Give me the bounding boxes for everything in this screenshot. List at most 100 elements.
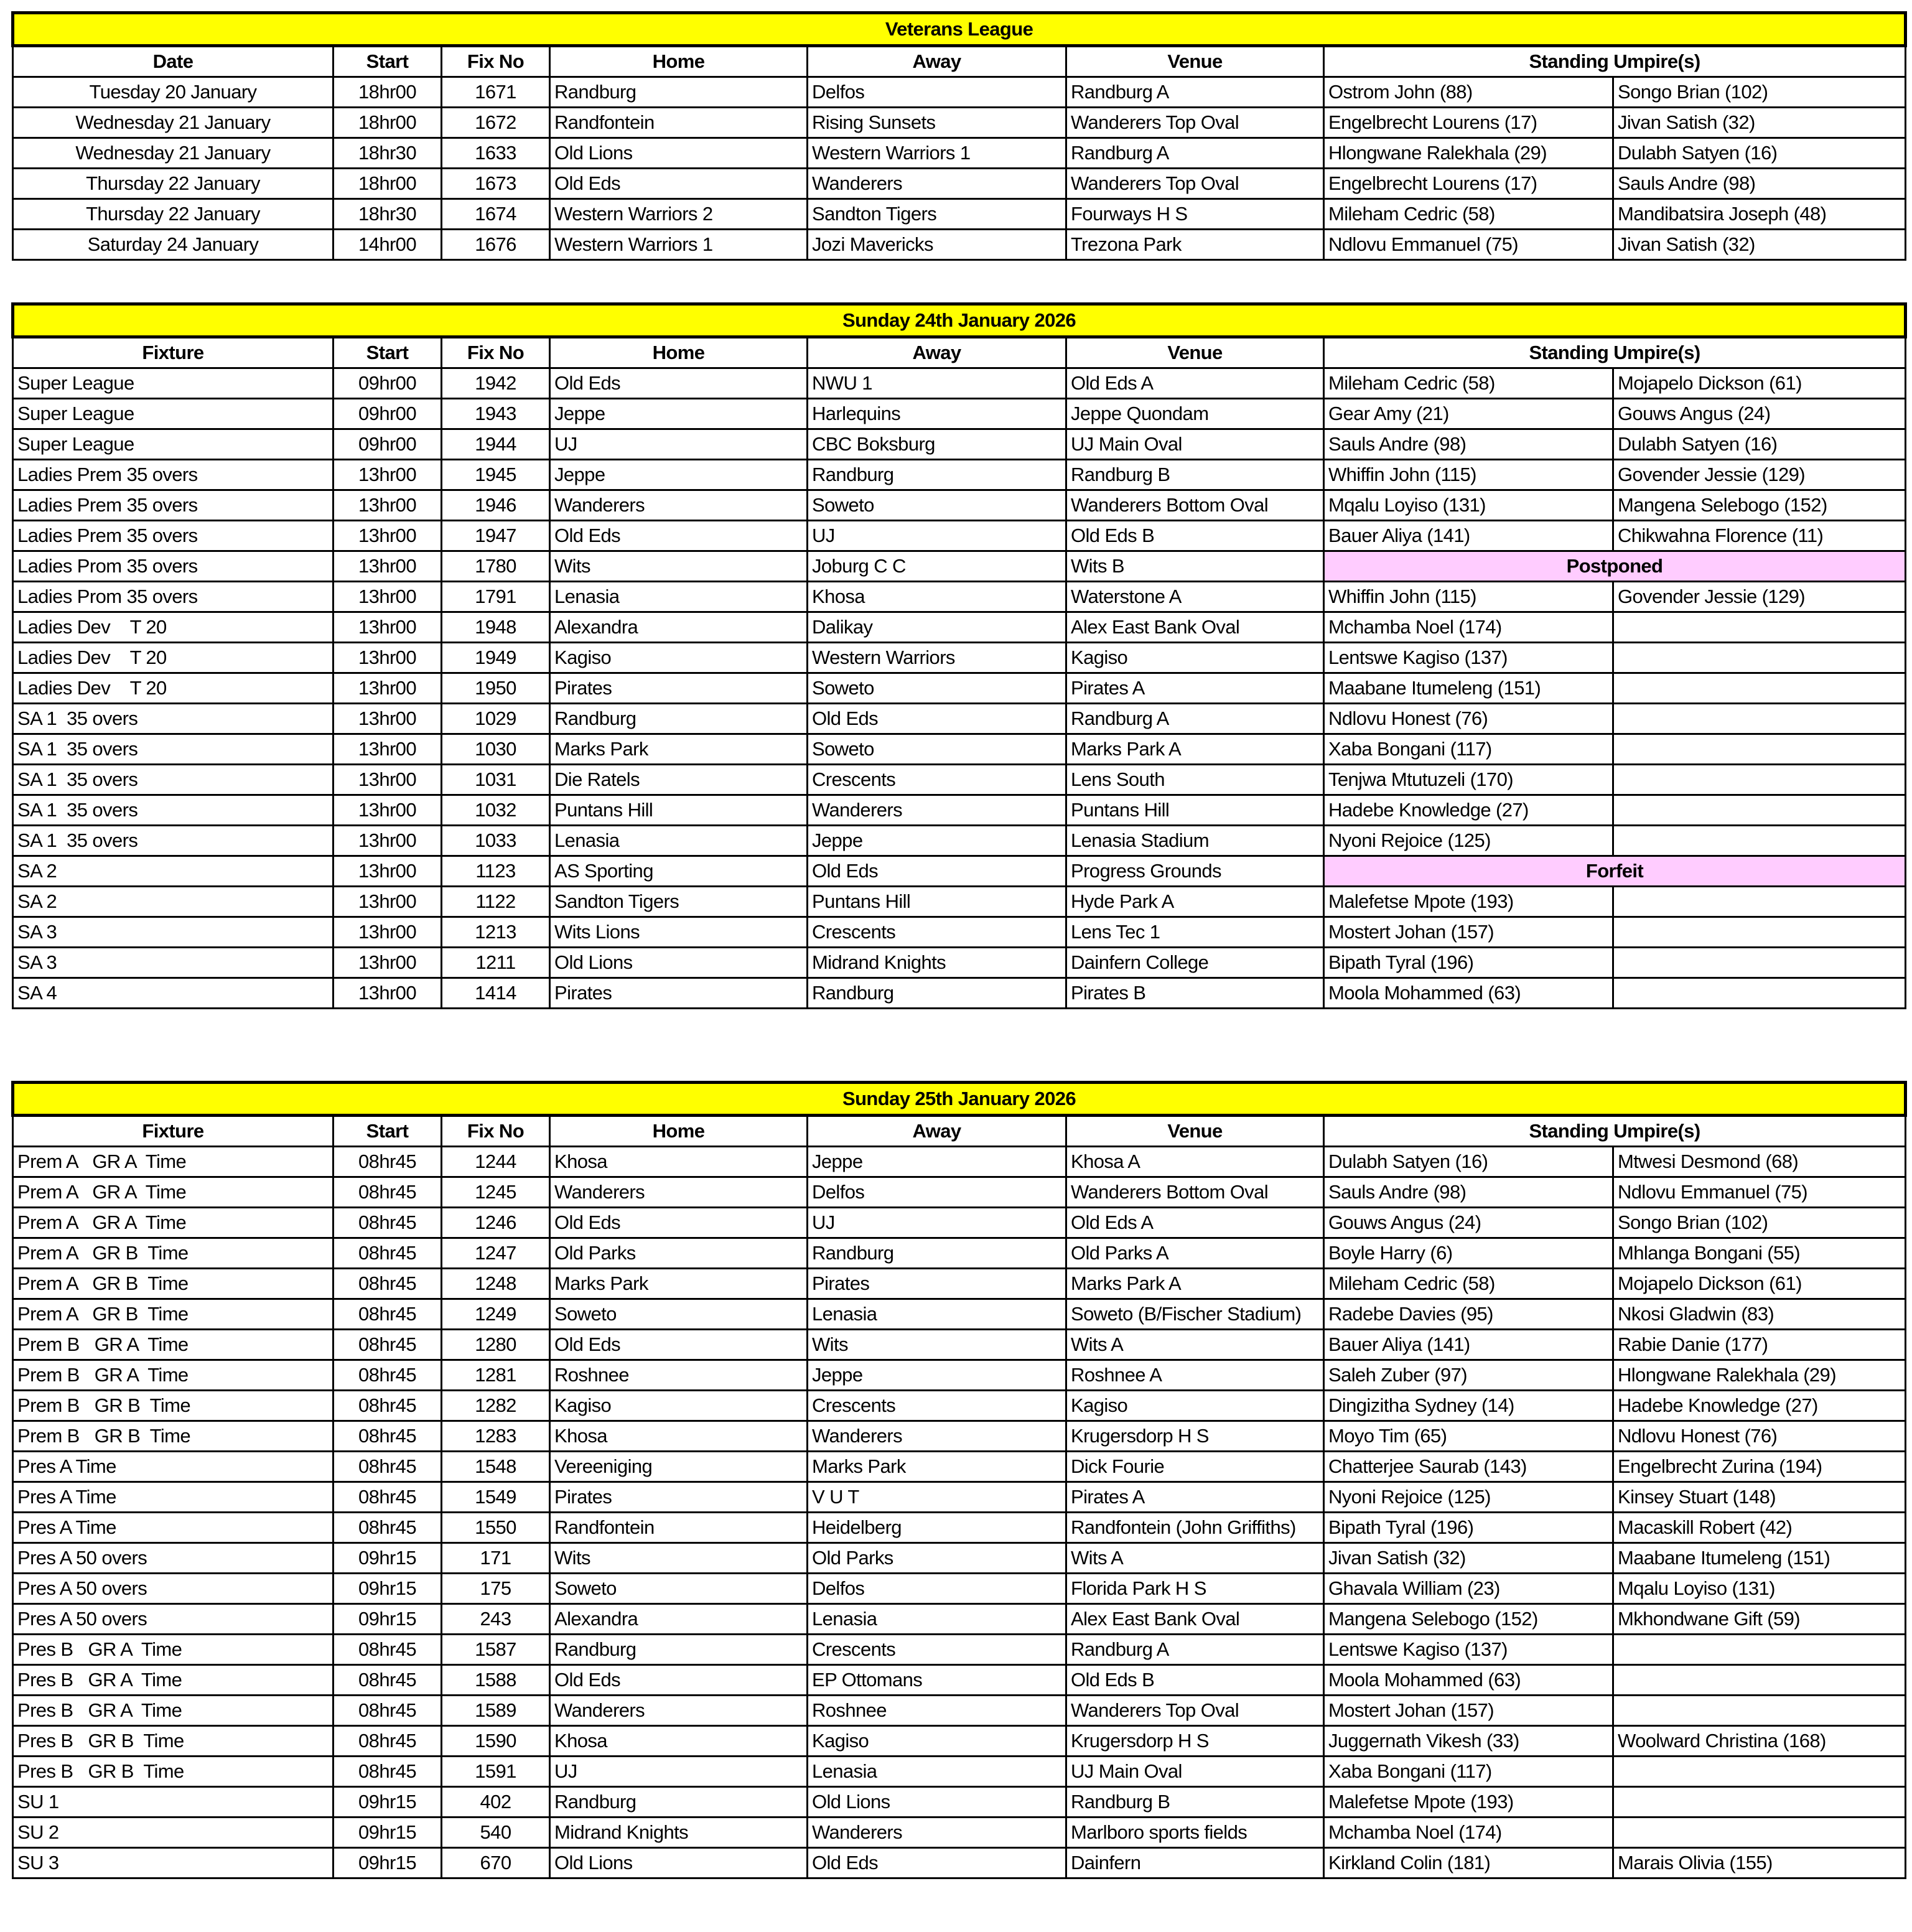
start-cell: 09hr15 — [332, 1786, 442, 1818]
venue-cell: Lens Tec 1 — [1065, 916, 1325, 948]
fix-no-cell: 1281 — [441, 1359, 551, 1391]
venue-cell: Trezona Park — [1065, 228, 1325, 261]
table-row: Ladies Prom 35 overs 13hr00 1791 Lenasia Kho… — [12, 581, 1907, 613]
table-row: Prem A GR A Time 08hr45 1244 Khosa Jeppe Khos… — [12, 1146, 1907, 1178]
umpire-2-cell — [1611, 916, 1907, 948]
umpire-1-cell: Bauer Aliya (141) — [1323, 1328, 1614, 1361]
fixture-cell: Pres B GR A Time — [12, 1694, 334, 1727]
umpire-2-cell: Mqalu Loyiso (131) — [1611, 1572, 1907, 1605]
table-row: SA 1 35 overs 13hr00 1030 Marks Park Soweto M… — [12, 733, 1907, 765]
away-cell: V U T — [806, 1481, 1067, 1513]
away-cell: Crescents — [806, 763, 1067, 796]
umpire-2-cell — [1611, 733, 1907, 765]
fixture-cell: Pres A Time — [12, 1450, 334, 1483]
home-cell: Khosa — [549, 1725, 808, 1757]
table-row: SA 3 13hr00 1211 Old Lions Midrand Knights Da… — [12, 946, 1907, 979]
fixture-cell: Saturday 24 January — [12, 228, 334, 261]
umpire-1-cell: Ndlovu Emmanuel (75) — [1323, 228, 1614, 261]
start-cell: 13hr00 — [332, 520, 442, 552]
fix-no-cell: 1283 — [441, 1420, 551, 1452]
umpire-1-cell: Malefetse Mpote (193) — [1323, 885, 1614, 918]
fix-no-cell: 1033 — [441, 824, 551, 857]
away-cell: Wits — [806, 1328, 1067, 1361]
venue-cell: Roshnee A — [1065, 1359, 1325, 1391]
table-row: SA 2 13hr00 1123 AS Sporting Old Eds Progress… — [12, 855, 1907, 887]
header-row: Fixture Start Fix No Home Away Venue Standing … — [12, 336, 1907, 369]
umpire-2-cell: Mojapelo Dickson (61) — [1611, 1267, 1907, 1300]
table-row: Super League 09hr00 1942 Old Eds NWU 1 Old Ed… — [12, 367, 1907, 399]
fixture-cell: Super League — [12, 428, 334, 460]
table-row: Prem A GR B Time 08hr45 1247 Old Parks Randb… — [12, 1237, 1907, 1269]
away-cell: Delfos — [806, 1572, 1067, 1605]
umpire-2-cell: Mtwesi Desmond (68) — [1611, 1146, 1907, 1178]
fixture-cell: Prem B GR A Time — [12, 1359, 334, 1391]
venue-cell: Old Parks A — [1065, 1237, 1325, 1269]
away-cell: Joburg C C — [806, 550, 1067, 582]
umpire-2-cell: Ndlovu Emmanuel (75) — [1611, 1176, 1907, 1208]
fix-no-cell: 1029 — [441, 702, 551, 735]
table-row: Super League 09hr00 1943 Jeppe Harlequins Jep… — [12, 398, 1907, 430]
home-cell: Kagiso — [549, 642, 808, 674]
fixture-cell: Pres B GR B Time — [12, 1725, 334, 1757]
umpire-1-cell: Moyo Tim (65) — [1323, 1420, 1614, 1452]
start-cell: 13hr00 — [332, 885, 442, 918]
fixture-cell: SA 2 — [12, 885, 334, 918]
table-row: SU 2 09hr15 540 Midrand Knights Wanderers Mar… — [12, 1816, 1907, 1849]
column-header: Start — [332, 45, 442, 78]
away-cell: EP Ottomans — [806, 1664, 1067, 1696]
away-cell: Old Eds — [806, 855, 1067, 887]
venue-cell: UJ Main Oval — [1065, 428, 1325, 460]
fix-no-cell: 1947 — [441, 520, 551, 552]
venue-cell: Wanderers Top Oval — [1065, 106, 1325, 139]
umpire-2-cell — [1611, 824, 1907, 857]
venue-cell: Alex East Bank Oval — [1065, 1603, 1325, 1635]
fixture-cell: SA 4 — [12, 977, 334, 1009]
home-cell: Sandton Tigers — [549, 885, 808, 918]
start-cell: 08hr45 — [332, 1481, 442, 1513]
away-cell: Puntans Hill — [806, 885, 1067, 918]
home-cell: Old Lions — [549, 137, 808, 169]
venue-cell: Fourways H S — [1065, 198, 1325, 230]
umpire-2-cell: Woolward Christina (168) — [1611, 1725, 1907, 1757]
umpire-2-cell: Macaskill Robert (42) — [1611, 1511, 1907, 1544]
home-cell: Randfontein — [549, 106, 808, 139]
table-row: Prem B GR A Time 08hr45 1280 Old Eds Wits Wit… — [12, 1328, 1907, 1361]
fixture-cell: SA 3 — [12, 916, 334, 948]
fix-no-cell: 1676 — [441, 228, 551, 261]
venue-cell: Jeppe Quondam — [1065, 398, 1325, 430]
fix-no-cell: 1249 — [441, 1298, 551, 1330]
table-row: SA 1 35 overs 13hr00 1033 Lenasia Jeppe Lenas… — [12, 824, 1907, 857]
umpire-2-cell: Engelbrecht Zurina (194) — [1611, 1450, 1907, 1483]
home-cell: Wits — [549, 1542, 808, 1574]
table-row: SU 1 09hr15 402 Randburg Old Lions Randburg B… — [12, 1786, 1907, 1818]
fixture-cell: SU 3 — [12, 1847, 334, 1879]
fixture-cell: Pres A Time — [12, 1511, 334, 1544]
fixture-cell: Prem A GR A Time — [12, 1176, 334, 1208]
home-cell: Western Warriors 2 — [549, 198, 808, 230]
umpire-2-cell — [1611, 946, 1907, 979]
start-cell: 18hr30 — [332, 137, 442, 169]
table-row: Pres A Time 08hr45 1548 Vereeniging Marks Pa… — [12, 1450, 1907, 1483]
fix-no-cell: 1950 — [441, 672, 551, 704]
start-cell: 13hr00 — [332, 459, 442, 491]
umpire-1-cell: Kirkland Colin (181) — [1323, 1847, 1614, 1879]
column-header: Away — [806, 336, 1067, 369]
table-row: Prem A GR B Time 08hr45 1249 Soweto Lenasia S… — [12, 1298, 1907, 1330]
venue-cell: Dainfern College — [1065, 946, 1325, 979]
fix-no-cell: 1945 — [441, 459, 551, 491]
venue-cell: Randfontein (John Griffiths) — [1065, 1511, 1325, 1544]
table-row: Pres B GR A Time 08hr45 1587 Randburg Cresce… — [12, 1633, 1907, 1666]
venue-cell: Wanderers Bottom Oval — [1065, 489, 1325, 521]
fix-no-cell: 1248 — [441, 1267, 551, 1300]
column-header: Away — [806, 1114, 1067, 1147]
table-row: Pres A 50 overs 09hr15 175 Soweto Delfos Flor… — [12, 1572, 1907, 1605]
column-header: Standing Umpire(s) — [1322, 45, 1907, 78]
column-header: Date — [12, 45, 334, 78]
venue-cell: Pirates B — [1065, 977, 1325, 1009]
umpire-1-cell: Gear Amy (21) — [1323, 398, 1614, 430]
fix-no-cell: 175 — [441, 1572, 551, 1605]
fixture-cell: Ladies Dev T 20 — [12, 672, 334, 704]
away-cell: Jozi Mavericks — [806, 228, 1067, 261]
venue-cell: Randburg A — [1065, 702, 1325, 735]
venue-cell: Krugersdorp H S — [1065, 1725, 1325, 1757]
